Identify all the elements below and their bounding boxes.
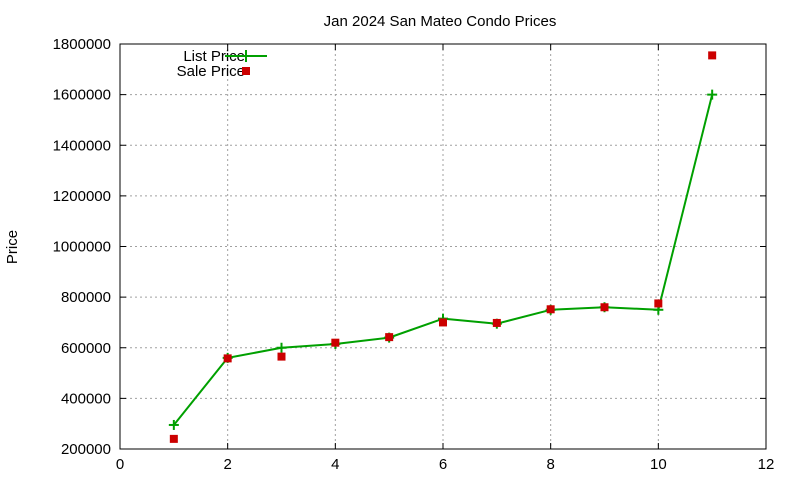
list-price-point [276,342,287,353]
y-tick-label: 400000 [61,390,111,407]
list-price-point [168,419,179,430]
y-tick-label: 600000 [61,340,111,357]
chart-title: Jan 2024 San Mateo Condo Prices [324,13,557,30]
y-axis-label: Price [4,230,21,264]
y-tick-label: 1200000 [53,188,111,205]
legend-marker-list-price [240,50,252,62]
y-tick-label: 1400000 [53,137,111,154]
legend-label-sale-price: Sale Price [177,63,245,80]
x-tick-label: 2 [223,456,231,473]
x-tick-label: 8 [546,456,554,473]
tick-layer: 0 2 4 6 8 10 12 200000 400000 600000 800000 1000000… [53,36,775,473]
grid-layer [120,44,766,449]
x-tick-label: 12 [758,456,775,473]
legend-marker-sale-price [242,67,250,75]
sale-price-point [600,303,609,312]
sale-price-point [439,318,447,327]
legend: List Price Sale Price [177,48,267,80]
series-layer [168,51,718,443]
x-tick-label: 6 [439,456,447,473]
sale-price-point [223,354,232,363]
sale-price-point [546,305,555,314]
x-tick-label: 4 [331,456,339,473]
sale-price-point [331,338,340,347]
sale-price-point [385,333,394,342]
sale-price-point [277,352,286,361]
y-tick-label: 200000 [61,441,111,458]
y-tick-label: 1600000 [53,87,111,104]
y-tick-label: 800000 [61,289,111,306]
sale-price-point [169,434,178,443]
legend-label-list-price: List Price [183,48,245,65]
sale-price-point [708,51,717,60]
y-tick-label: 1000000 [53,239,111,256]
x-tick-label: 10 [650,456,667,473]
sale-price-point [492,318,501,327]
list-price-point [707,89,718,100]
y-tick-label: 1800000 [53,36,111,53]
sale-price-point [654,299,663,308]
x-tick-label: 0 [116,456,124,473]
